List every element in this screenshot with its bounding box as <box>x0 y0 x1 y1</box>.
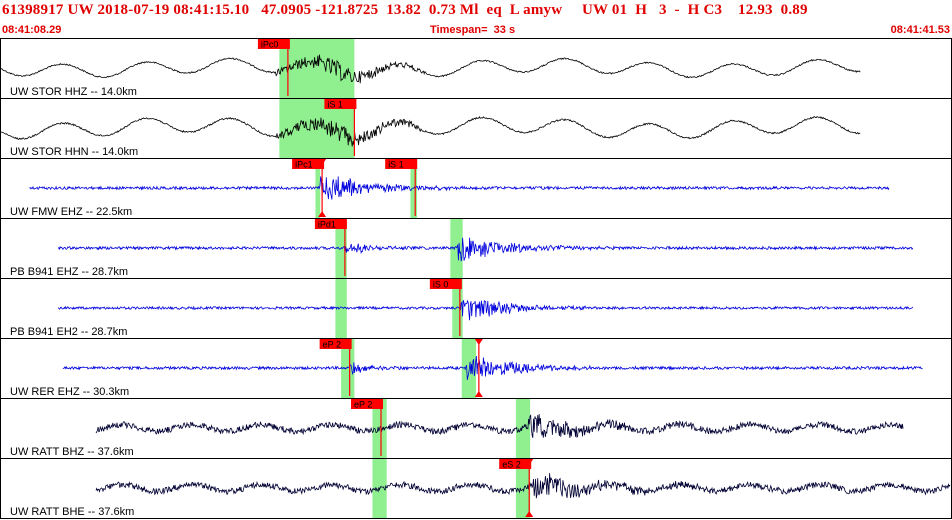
waveform-trace[interactable] <box>0 54 861 84</box>
pick-label: eP 2 <box>354 400 372 410</box>
channel-label: UW RER EHZ -- 30.3km <box>10 386 129 398</box>
waveform-trace[interactable] <box>29 176 890 200</box>
pick-label-box[interactable] <box>351 399 383 409</box>
pick-label: eS 2 <box>502 460 521 470</box>
pick-marker-icon <box>474 391 483 397</box>
timespan-label: Timespan= 33 s <box>430 24 516 36</box>
pick-window-band <box>452 278 463 338</box>
channel-label: UW STOR HHZ -- 14.0km <box>10 86 137 98</box>
channel-label: PB B941 EH2 -- 28.7km <box>10 326 127 338</box>
waveform-trace[interactable] <box>95 413 904 438</box>
pick-label-box[interactable] <box>319 339 352 349</box>
pick-window-band <box>461 338 476 398</box>
trace-frame <box>0 98 952 159</box>
channel-label: UW FMW EHZ -- 22.5km <box>10 206 132 218</box>
pick-marker-icon <box>474 339 483 345</box>
channel-label: UW STOR HHN -- 14.0km <box>10 146 138 158</box>
pick-label-box[interactable] <box>314 219 347 229</box>
pick-window-band <box>450 218 463 278</box>
pick-marker-icon <box>525 459 534 465</box>
pick-label: iS 1 <box>388 160 404 170</box>
pick-label: eP 2 <box>323 340 341 350</box>
pick-label-box[interactable] <box>385 159 418 169</box>
pick-window-band <box>335 278 347 338</box>
trace-frame <box>0 398 952 459</box>
pick-label-box[interactable] <box>429 279 462 289</box>
event-header: 61398917 UW 2018-07-19 08:41:15.10 47.09… <box>0 0 952 38</box>
waveform-trace[interactable] <box>57 237 914 262</box>
end-time-label: 08:41:41.53 <box>890 24 950 36</box>
event-info-title: 61398917 UW 2018-07-19 08:41:15.10 47.09… <box>2 2 808 18</box>
pick-label: iPc1 <box>295 160 313 170</box>
pick-window-band <box>515 458 531 518</box>
waveform-trace[interactable] <box>57 299 914 321</box>
seismogram-panel[interactable]: iPc0 UW STOR HHZ -- 14.0km iS 1 UW STOR HHN… <box>0 38 952 520</box>
waveform-trace[interactable] <box>0 115 861 147</box>
pick-label: iS 0 <box>433 280 449 290</box>
pick-label: iPc0 <box>261 40 279 50</box>
channel-label: PB B941 EHZ -- 28.7km <box>10 266 128 278</box>
trace-frame <box>0 38 952 99</box>
pick-label: iPd1 <box>318 220 336 230</box>
start-time-label: 08:41:08.29 <box>2 24 62 36</box>
pick-window-band <box>372 458 387 518</box>
pick-label-box[interactable] <box>324 99 357 109</box>
pick-label-box[interactable] <box>292 159 325 169</box>
channel-label: UW RATT BHE -- 37.6km <box>10 506 134 518</box>
pick-marker-icon <box>525 511 534 517</box>
waveform-trace[interactable] <box>95 473 951 499</box>
waveform-trace[interactable] <box>62 355 923 380</box>
pick-window-band <box>341 338 355 398</box>
pick-label-box[interactable] <box>257 39 290 49</box>
pick-marker-icon <box>318 211 327 217</box>
channel-label: UW RATT BHZ -- 37.6km <box>10 446 134 458</box>
pick-marker-icon <box>318 159 327 165</box>
pick-label-box[interactable] <box>499 459 532 469</box>
pick-label: iS 1 <box>327 100 343 110</box>
